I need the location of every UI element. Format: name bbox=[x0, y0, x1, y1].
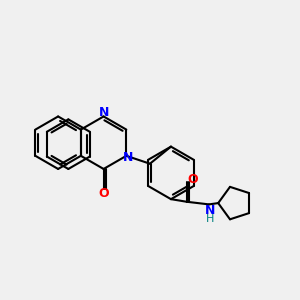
Text: N: N bbox=[205, 204, 216, 217]
Text: H: H bbox=[206, 214, 215, 224]
Text: N: N bbox=[98, 106, 109, 118]
Text: O: O bbox=[188, 173, 198, 186]
Text: N: N bbox=[123, 151, 133, 164]
Text: O: O bbox=[98, 188, 109, 200]
